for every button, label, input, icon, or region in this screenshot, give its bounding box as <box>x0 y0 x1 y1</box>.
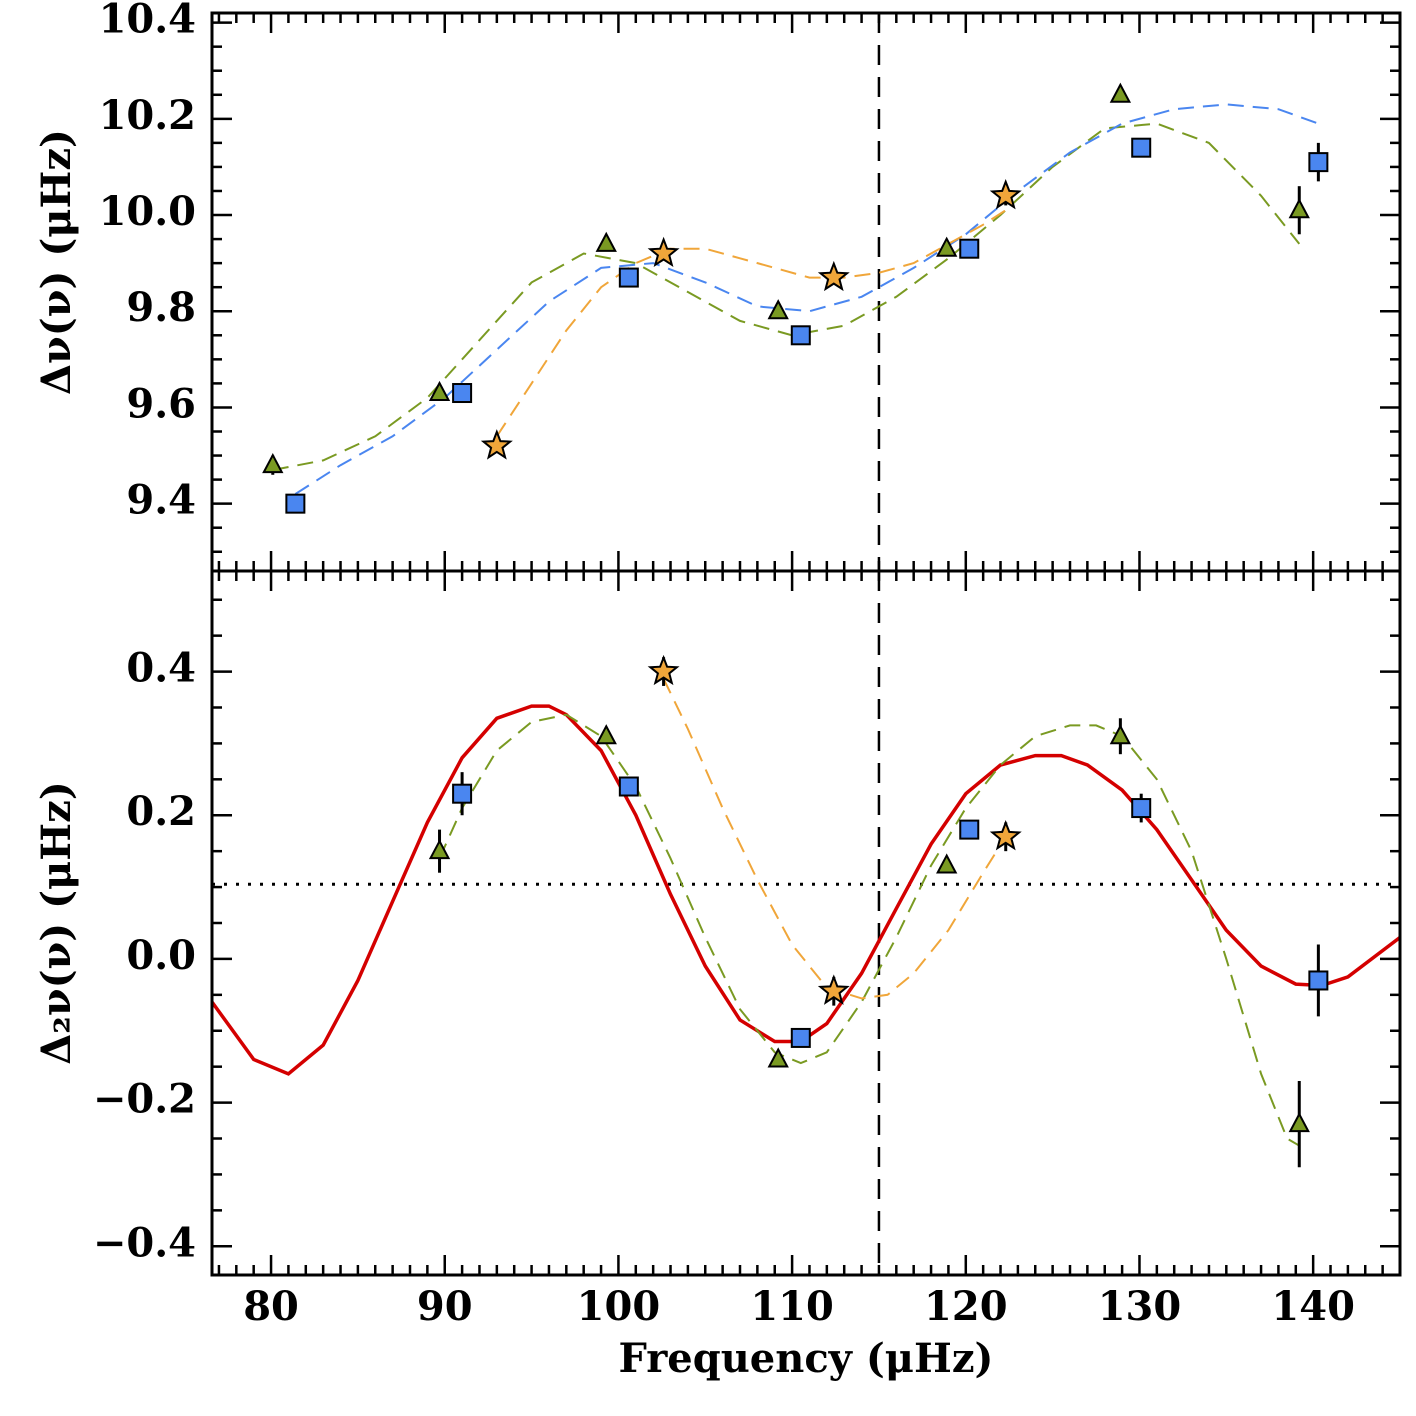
bottom-star-point <box>989 820 1022 851</box>
bottom-square-point <box>618 776 639 797</box>
bottom-triangle-point <box>595 724 617 745</box>
top-star-point <box>817 260 850 292</box>
bottom-y-tick-label: −0.4 <box>93 1219 196 1266</box>
top-triangle-point <box>767 299 789 320</box>
x-axis-title: Frequency (μHz) <box>619 1335 994 1382</box>
bottom-y-tick-label: 0.0 <box>126 932 196 979</box>
top-y-tick-label: 9.8 <box>126 284 196 331</box>
bottom-star-point <box>817 974 850 1005</box>
top-y-tick-label: 10.2 <box>99 92 196 139</box>
top-y-tick-label: 9.6 <box>126 380 196 427</box>
top-panel-frame <box>210 11 1402 573</box>
top-square-point <box>618 267 639 288</box>
x-tick-label: 130 <box>1098 1283 1182 1330</box>
top-star-point <box>480 429 513 460</box>
top-square-point <box>1308 152 1329 173</box>
top-triangle-point <box>1109 82 1132 103</box>
bottom-y-tick-label: 0.2 <box>126 788 196 835</box>
x-tick-label: 90 <box>417 1283 473 1330</box>
bottom-square-point <box>1308 970 1329 991</box>
top-star-point <box>989 179 1022 210</box>
top-square-point <box>790 325 811 346</box>
top-y-tick-label: 10.0 <box>99 188 196 235</box>
bottom-star-fit-curve <box>662 678 1007 1000</box>
x-tick-label: 140 <box>1271 1283 1355 1330</box>
bottom-square-point <box>790 1027 811 1048</box>
bottom-y-tick-label: −0.2 <box>93 1076 196 1123</box>
top-y-tick-label: 10.4 <box>99 0 196 43</box>
top-square-point <box>285 493 306 514</box>
top-square-point <box>1131 137 1152 158</box>
bottom-triangle-point <box>1288 1112 1310 1133</box>
bottom-panel: −0.4 −0.2 0.0 0.2 0.4 Δ₂ν(ν) (μHz) <box>33 569 1402 1277</box>
top-triangle-point <box>1288 198 1310 219</box>
top-square-point <box>959 238 980 259</box>
top-star-point <box>647 236 680 268</box>
top-triangle-point <box>936 236 958 257</box>
bottom-y-axis-title: Δ₂ν(ν) (μHz) <box>33 781 80 1064</box>
x-tick-label: 80 <box>243 1283 299 1330</box>
top-y-tick-label: 9.4 <box>126 477 196 524</box>
top-panel: 9.4 9.6 9.8 10.0 10.2 10.4 Δν(ν) (μHz) <box>33 0 1402 573</box>
top-y-axis-title: Δν(ν) (μHz) <box>33 129 80 395</box>
bottom-star-point <box>647 654 680 686</box>
x-tick-label: 120 <box>924 1283 1008 1330</box>
top-triangle-fit-curve <box>272 122 1301 471</box>
top-triangle-point <box>428 380 451 402</box>
bottom-triangle-point <box>767 1047 789 1068</box>
top-triangle-point <box>595 231 617 252</box>
x-tick-label: 110 <box>750 1283 834 1330</box>
bottom-square-point <box>452 783 473 804</box>
top-square-point <box>452 383 473 404</box>
bottom-y-tick-label: 0.4 <box>126 645 196 692</box>
bottom-red-fit-curve <box>210 704 1402 1076</box>
bottom-triangle-point <box>936 853 958 874</box>
bottom-triangle-fit-curve <box>438 713 1300 1147</box>
bottom-square-point <box>1131 798 1152 819</box>
x-tick-label: 100 <box>577 1283 661 1330</box>
top-square-fit-curve <box>294 103 1319 495</box>
bottom-triangle-point <box>1109 724 1132 745</box>
bottom-triangle-point <box>428 839 451 860</box>
bottom-square-point <box>959 819 980 840</box>
top-star-fit-curve <box>495 209 1007 437</box>
top-triangle-point <box>262 453 284 474</box>
